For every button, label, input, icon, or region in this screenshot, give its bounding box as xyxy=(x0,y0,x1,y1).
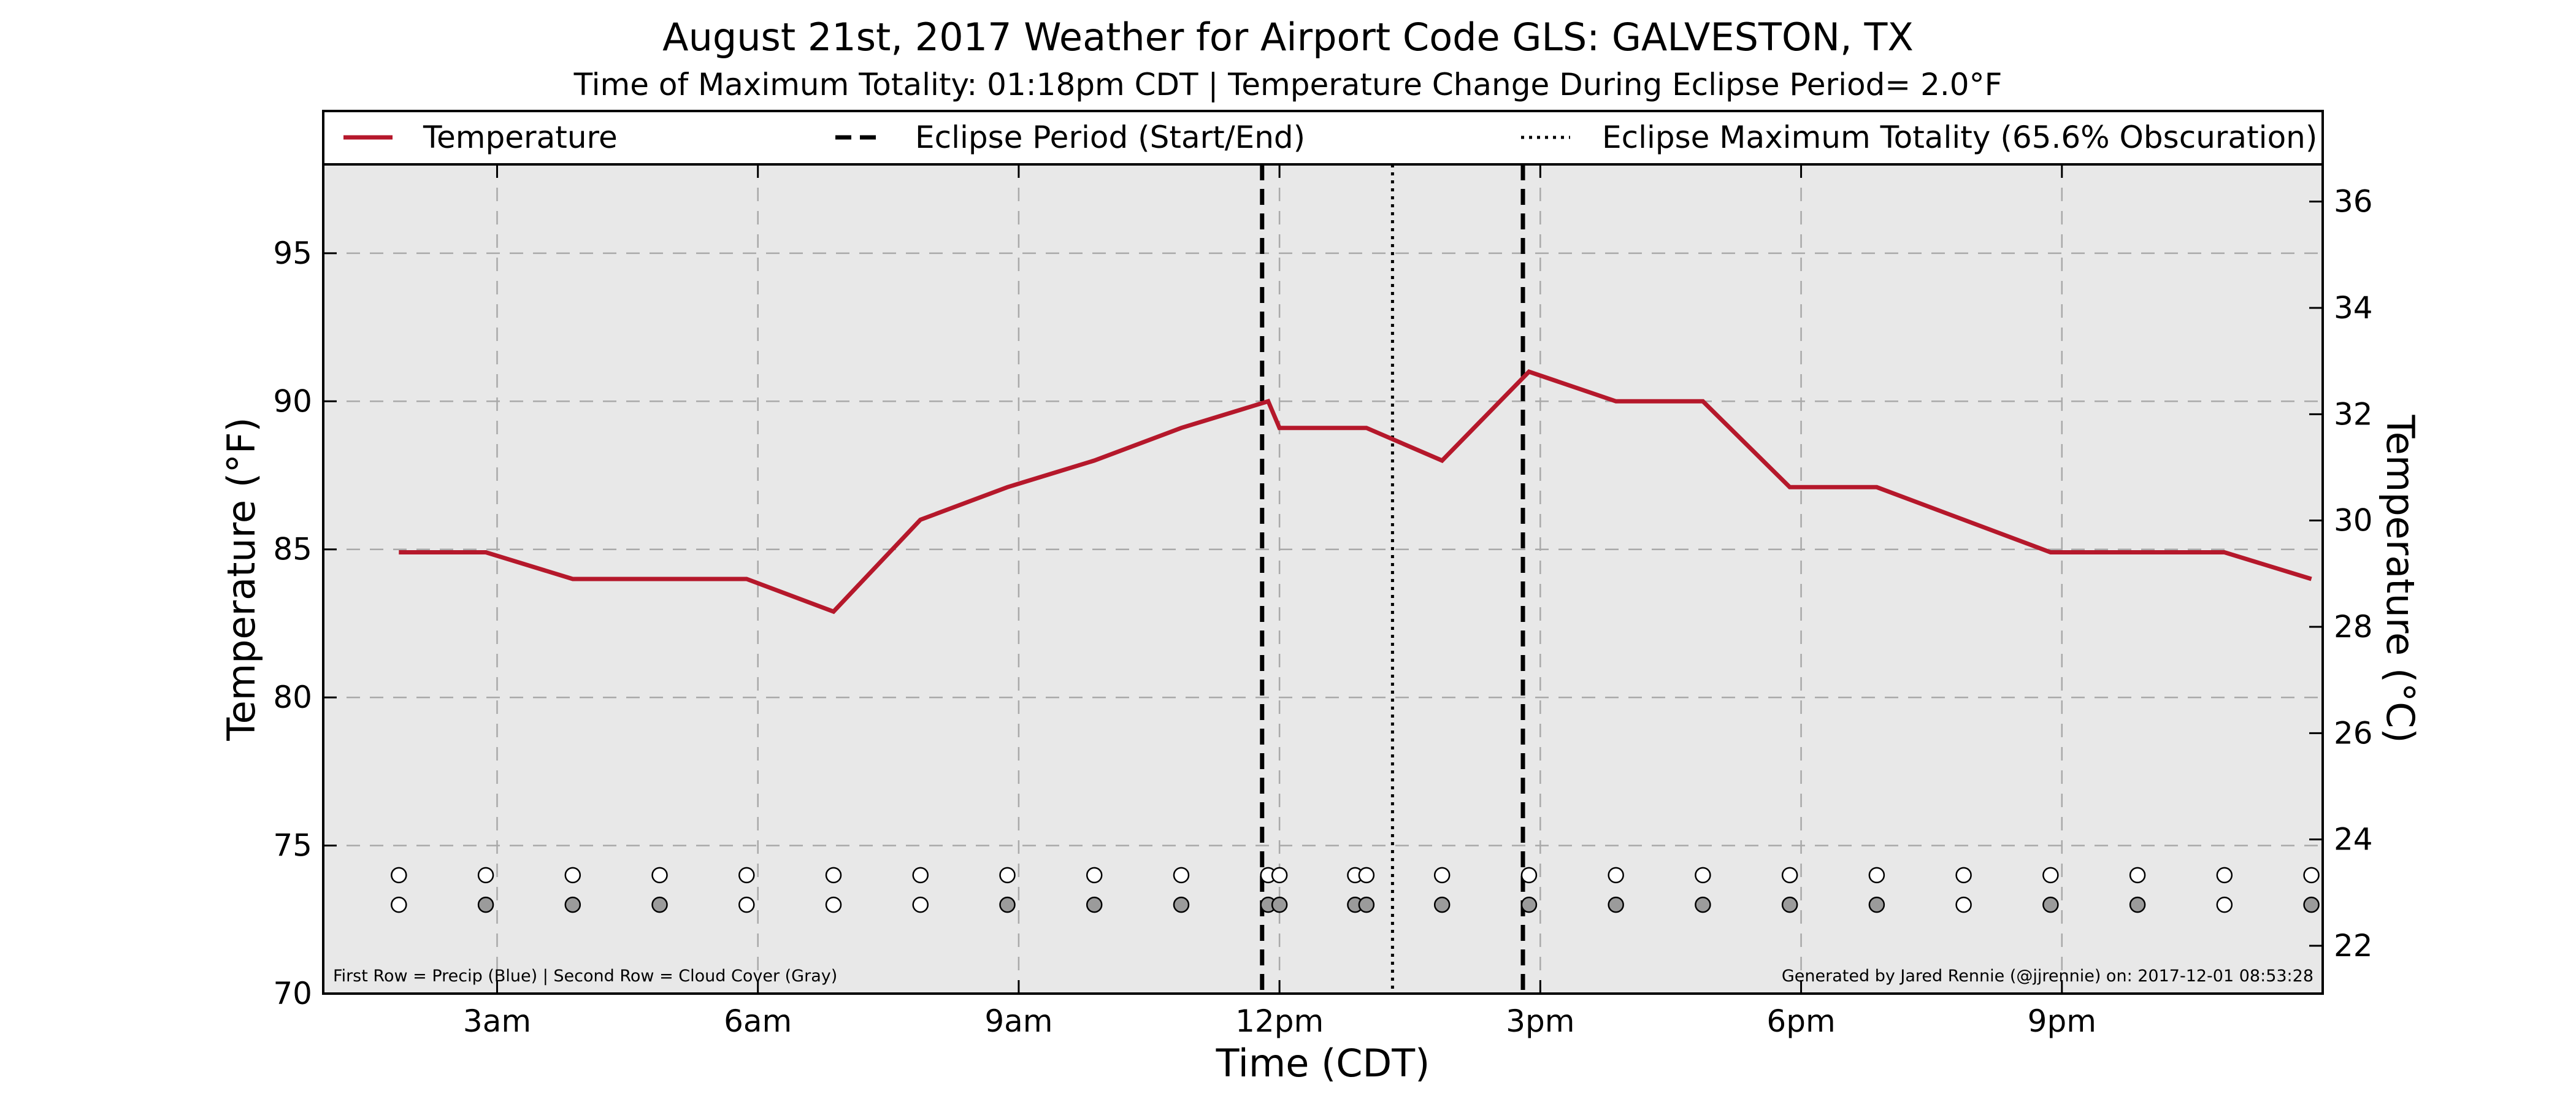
precip-marker-13 xyxy=(1358,867,1375,884)
y-axis-label-right: Temperature (°C) xyxy=(2378,414,2423,743)
precip-marker-18 xyxy=(1781,867,1798,884)
cloud-marker-3 xyxy=(651,896,668,913)
x-tick-label-2: 9am xyxy=(984,1003,1052,1039)
cloud-marker-2 xyxy=(564,896,581,913)
cloud-marker-8 xyxy=(1086,896,1103,913)
precip-marker-3 xyxy=(651,867,668,884)
cloud-marker-7 xyxy=(999,896,1016,913)
eclipse-markers xyxy=(1260,164,1525,994)
y-tick-label-right-5: 32 xyxy=(2334,396,2373,432)
cloud-marker-15 xyxy=(1520,896,1538,913)
precip-marker-7 xyxy=(999,867,1016,884)
y-tick-label-left-2: 80 xyxy=(273,680,312,715)
y-tick-label-right-0: 22 xyxy=(2334,928,2373,964)
x-tick-label-6: 9pm xyxy=(2028,1003,2096,1039)
y-tick-label-left-5: 95 xyxy=(273,236,312,271)
axis-ticks: 3am 6am 9am 12pm 3pm 6pm 9pm 70 75 80 85 90 95 22 24 26… xyxy=(273,164,2373,1039)
x-tick-label-5: 6pm xyxy=(1766,1003,1835,1039)
note-bottom-right: Generated by Jared Rennie (@jjrennie) on… xyxy=(1782,967,2313,986)
series-line-temperature xyxy=(399,369,2312,615)
y-tick-label-left-4: 90 xyxy=(273,383,312,419)
precip-marker-11 xyxy=(1271,867,1288,884)
legend-label-0: Temperature xyxy=(423,120,618,155)
precip-marker-9 xyxy=(1173,867,1190,884)
chart-title: August 21st, 2017 Weather for Airport Co… xyxy=(662,15,1914,59)
precip-marker-2 xyxy=(564,867,581,884)
precip-marker-1 xyxy=(477,867,494,884)
cloud-marker-23 xyxy=(2216,896,2233,913)
y-tick-label-right-7: 36 xyxy=(2334,184,2373,220)
x-tick-label-0: 3am xyxy=(463,1003,531,1039)
cloud-marker-20 xyxy=(1955,896,1972,913)
legend-box xyxy=(322,110,2324,166)
cloud-marker-13 xyxy=(1358,896,1375,913)
x-tick-label-1: 6am xyxy=(724,1003,792,1039)
cloud-marker-5 xyxy=(825,896,842,913)
cloud-marker-4 xyxy=(738,896,755,913)
precip-marker-24 xyxy=(2303,867,2320,884)
precip-marker-5 xyxy=(825,867,842,884)
y-tick-label-left-0: 70 xyxy=(273,976,312,1011)
legend-label-2: Eclipse Maximum Totality (65.6% Obscurat… xyxy=(1602,120,2317,155)
note-bottom-left: First Row = Precip (Blue) | Second Row =… xyxy=(333,967,837,986)
precip-marker-0 xyxy=(391,867,407,884)
cloud-marker-24 xyxy=(2303,896,2320,913)
cloud-marker-9 xyxy=(1173,896,1190,913)
cloud-marker-22 xyxy=(2129,896,2146,913)
cloud-marker-0 xyxy=(391,896,407,913)
legend: Temperature Eclipse Period (Start/End) Ecl… xyxy=(343,120,2317,155)
y-tick-label-right-4: 30 xyxy=(2334,503,2373,539)
grid-lines xyxy=(323,164,2323,994)
x-axis-label: Time (CDT) xyxy=(1216,1041,1430,1086)
cloud-marker-11 xyxy=(1271,896,1288,913)
legend-label-1: Eclipse Period (Start/End) xyxy=(915,120,1305,155)
cloud-marker-21 xyxy=(2042,896,2059,913)
y-tick-label-left-3: 85 xyxy=(273,532,312,567)
cloud-marker-1 xyxy=(477,896,494,913)
precip-marker-19 xyxy=(1868,867,1885,884)
precip-marker-4 xyxy=(738,867,755,884)
x-tick-label-4: 3pm xyxy=(1506,1003,1574,1039)
precip-cloud-markers xyxy=(391,867,2320,913)
cloud-marker-14 xyxy=(1433,896,1451,913)
y-tick-label-right-3: 28 xyxy=(2334,609,2373,645)
y-tick-label-right-6: 34 xyxy=(2334,290,2373,326)
series-lines xyxy=(399,369,2312,615)
y-tick-label-left-1: 75 xyxy=(273,828,312,864)
precip-marker-17 xyxy=(1695,867,1711,884)
chart-subtitle: Time of Maximum Totality: 01:18pm CDT | … xyxy=(573,67,2003,102)
cloud-marker-18 xyxy=(1781,896,1798,913)
precip-marker-21 xyxy=(2042,867,2059,884)
precip-marker-16 xyxy=(1608,867,1624,884)
precip-marker-22 xyxy=(2129,867,2146,884)
cloud-marker-6 xyxy=(912,896,929,913)
precip-marker-20 xyxy=(1955,867,1972,884)
x-tick-label-3: 12pm xyxy=(1235,1003,1324,1039)
y-tick-label-right-1: 24 xyxy=(2334,822,2373,857)
precip-marker-14 xyxy=(1433,867,1451,884)
precip-marker-15 xyxy=(1520,867,1538,884)
precip-marker-6 xyxy=(912,867,929,884)
y-tick-label-right-2: 26 xyxy=(2334,715,2373,751)
cloud-marker-19 xyxy=(1868,896,1885,913)
cloud-marker-16 xyxy=(1608,896,1624,913)
precip-marker-8 xyxy=(1086,867,1103,884)
precip-marker-23 xyxy=(2216,867,2233,884)
cloud-marker-17 xyxy=(1695,896,1711,913)
y-axis-label-left: Temperature (°F) xyxy=(219,417,264,741)
